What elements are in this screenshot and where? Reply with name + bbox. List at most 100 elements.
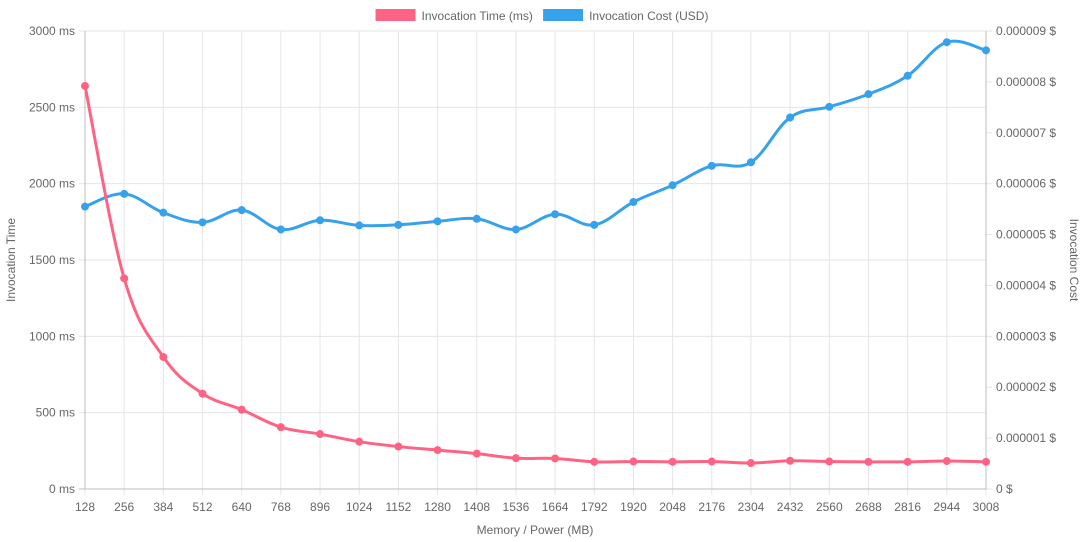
- axes: 128 256 384 512 640 768 896 1024 1152 1280 1408 153…: [29, 24, 1056, 514]
- y-left-tick-label: 1500 ms: [29, 253, 75, 267]
- invocation-time-point: [590, 457, 599, 466]
- invocation-cost-point: [511, 225, 520, 234]
- x-tick-label: 1792: [581, 500, 608, 514]
- invocation-time-point: [472, 449, 481, 458]
- y-left-tick-label: 0 ms: [49, 482, 75, 496]
- invocation-time-line: [83, 85, 987, 465]
- y-left-tick-label: 2500 ms: [29, 100, 75, 114]
- y-right-tick-label: 0.000007 $: [996, 126, 1056, 140]
- invocation-cost-point: [276, 225, 285, 234]
- x-tick-label: 1152: [385, 500, 411, 514]
- x-tick-label: 3008: [973, 500, 1000, 514]
- y-right-tick-label: 0.000003 $: [996, 329, 1056, 343]
- invocation-time-point: [942, 457, 951, 466]
- legend-swatch-invocation-time[interactable]: [375, 9, 416, 21]
- y-right-tick-label: 0.000008 $: [996, 75, 1056, 89]
- invocation-time-point: [433, 446, 442, 455]
- legend[interactable]: Invocation Time (ms) Invocation Cost (USD…: [375, 9, 709, 23]
- legend-label-invocation-cost[interactable]: Invocation Cost (USD): [589, 9, 708, 23]
- x-tick-label: 128: [75, 500, 95, 514]
- invocation-time-point: [394, 442, 403, 451]
- invocation-cost-line: [84, 39, 987, 232]
- invocation-cost-point: [982, 46, 990, 55]
- invocation-time-point: [276, 423, 285, 432]
- invocation-time-point: [120, 274, 129, 283]
- x-tick-label: 2560: [816, 500, 843, 514]
- invocation-time-point: [746, 459, 755, 468]
- x-tick-label: 2304: [738, 500, 765, 514]
- invocation-time-point: [864, 457, 873, 466]
- y-left-tick-label: 1000 ms: [29, 329, 75, 343]
- invocation-cost-point: [707, 161, 716, 170]
- invocation-cost-point: [786, 113, 795, 122]
- invocation-cost-point: [316, 216, 325, 225]
- invocation-cost-point: [472, 214, 481, 223]
- x-tick-label: 384: [153, 500, 173, 514]
- invocation-time-point: [707, 457, 716, 466]
- x-tick-label: 2176: [698, 500, 725, 514]
- invocation-cost-point: [159, 208, 168, 217]
- y-right-tick-label: 0 $: [996, 482, 1013, 496]
- y-left-axis-title: Invocation Time: [4, 218, 18, 302]
- y-right-tick-label: 0.000004 $: [996, 278, 1056, 292]
- y-right-axis-title: Invocation Cost: [1067, 219, 1081, 302]
- x-tick-label: 768: [271, 500, 291, 514]
- x-tick-label: 512: [193, 500, 213, 514]
- x-tick-label: 1664: [542, 500, 569, 514]
- invocation-time-point: [786, 456, 795, 465]
- invocation-time-point: [159, 352, 168, 361]
- invocation-time-point: [551, 454, 560, 463]
- invocation-time-point: [237, 405, 246, 414]
- invocation-time-point: [629, 457, 638, 466]
- invocation-cost-point: [668, 181, 677, 190]
- y-right-tick-label: 0.000006 $: [996, 177, 1056, 191]
- invocation-time-point: [825, 457, 834, 466]
- x-tick-label: 1024: [346, 500, 373, 514]
- invocation-cost-point: [394, 220, 403, 229]
- y-right-tick-label: 0.000005 $: [996, 228, 1056, 242]
- x-tick-label: 2048: [659, 500, 686, 514]
- invocation-cost-point: [120, 189, 129, 198]
- invocation-cost-point: [746, 158, 755, 167]
- invocation-cost-point: [864, 90, 873, 99]
- invocation-cost-point: [903, 71, 912, 80]
- legend-swatch-invocation-cost[interactable]: [543, 9, 584, 21]
- legend-label-invocation-time[interactable]: Invocation Time (ms): [422, 9, 533, 23]
- y-left-tick-label: 3000 ms: [29, 24, 75, 38]
- invocation-cost-point: [237, 206, 246, 215]
- invocation-cost-point: [942, 38, 951, 47]
- invocation-cost-point: [629, 197, 638, 206]
- invocation-cost-point: [355, 221, 364, 230]
- invocation-cost-point: [551, 210, 560, 219]
- y-right-tick-label: 0.000009 $: [996, 24, 1056, 38]
- grid: [79, 30, 992, 495]
- invocation-cost-point: [81, 202, 89, 211]
- x-tick-label: 2816: [894, 500, 921, 514]
- invocation-time-point: [198, 389, 207, 398]
- y-left-tick-label: 2000 ms: [29, 177, 75, 191]
- x-tick-label: 640: [232, 500, 252, 514]
- invocation-cost-point: [590, 220, 599, 229]
- invocation-time-point: [316, 430, 325, 439]
- invocation-cost-point: [433, 217, 442, 226]
- y-right-tick-label: 0.000001 $: [996, 431, 1056, 445]
- x-tick-label: 1536: [503, 500, 530, 514]
- y-left-tick-label: 500 ms: [36, 406, 75, 420]
- x-tick-label: 896: [310, 500, 330, 514]
- x-tick-label: 2688: [855, 500, 882, 514]
- series-layer: [81, 38, 990, 468]
- x-tick-label: 256: [114, 500, 134, 514]
- invocation-cost-point: [198, 218, 207, 227]
- invocation-time-point: [81, 81, 89, 90]
- invocation-time-point: [982, 457, 990, 466]
- invocation-time-point: [355, 437, 364, 446]
- x-tick-label: 1280: [424, 500, 451, 514]
- invocation-time-point: [668, 457, 677, 466]
- invocation-cost-point: [825, 102, 834, 111]
- x-tick-label: 1408: [463, 500, 490, 514]
- x-axis-title: Memory / Power (MB): [477, 523, 594, 537]
- x-tick-label: 1920: [620, 500, 647, 514]
- invocation-time-point: [903, 457, 912, 466]
- y-right-tick-label: 0.000002 $: [996, 380, 1056, 394]
